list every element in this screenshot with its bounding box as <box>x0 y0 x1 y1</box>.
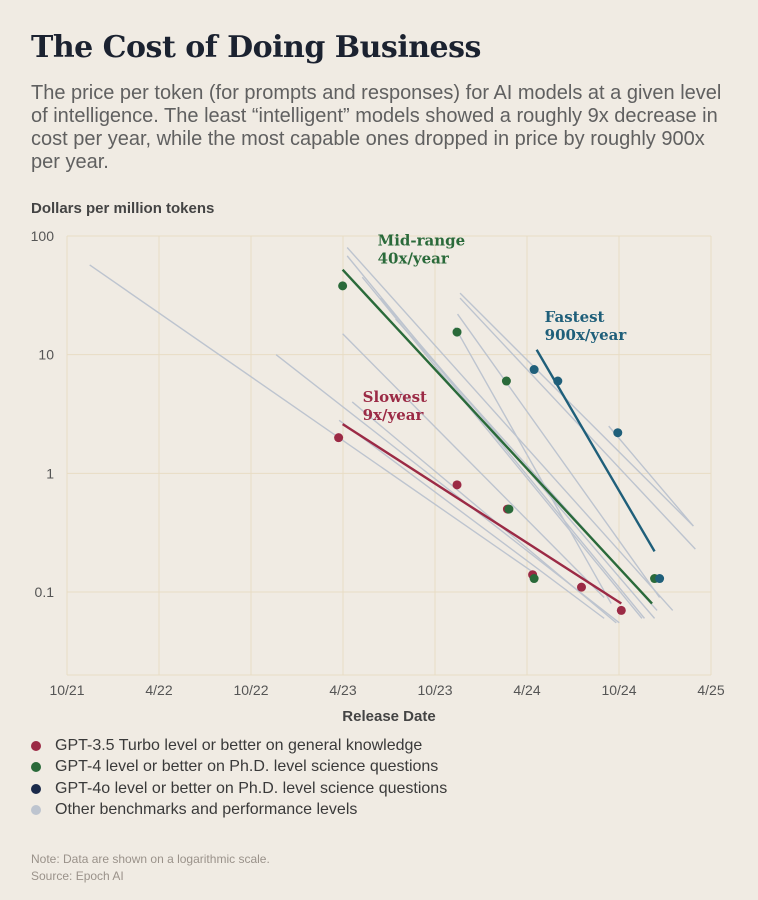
chart-plot: 10/21 4/22 10/22 4/23 10/23 4/24 10/24 4/25 100 1… <box>31 228 725 725</box>
other-trend-lines <box>89 247 696 624</box>
y-tick-label: 1 <box>46 465 54 481</box>
other-trend-line <box>459 297 696 550</box>
legend-dot-gpt4 <box>31 762 41 773</box>
axis-ticks: 10/21 4/22 10/22 4/23 10/23 4/24 10/24 4/25 100 1… <box>31 228 725 698</box>
legend-dot-other <box>31 805 41 816</box>
x-tick-label: 10/21 <box>49 682 84 698</box>
annotation-label-gpt35: Slowest <box>363 388 427 406</box>
chart-title: The Cost of Doing Business <box>31 30 481 65</box>
other-trend-line <box>342 333 605 598</box>
other-trend-line <box>456 313 661 598</box>
x-tick-label: 4/23 <box>329 682 356 698</box>
data-point-gpt4o <box>613 428 623 438</box>
trend-line-gpt4 <box>341 268 653 605</box>
x-tick-label: 10/22 <box>233 682 268 698</box>
data-point-gpt4 <box>504 504 514 514</box>
data-point-gpt4 <box>338 281 348 291</box>
chart-grid <box>66 235 712 676</box>
data-point-gpt4o <box>553 376 563 386</box>
other-trend-line <box>459 292 694 527</box>
annotation-rate-gpt4o: 900x/year <box>545 326 628 344</box>
legend-item-gpt4: GPT-4 level or better on Ph.D. level sci… <box>31 757 447 779</box>
legend-label-gpt4o: GPT-4o level or better on Ph.D. level sc… <box>55 779 448 797</box>
legend-item-other: Other benchmarks and performance levels <box>31 800 447 822</box>
x-tick-label: 4/22 <box>145 682 172 698</box>
footnote-source: Source: Epoch AI <box>31 869 124 883</box>
x-tick-label: 10/24 <box>601 682 636 698</box>
data-point-gpt4 <box>452 327 462 337</box>
data-point-gpt35 <box>576 582 586 592</box>
footnote-scale: Note: Data are shown on a logarithmic sc… <box>31 852 270 866</box>
other-trend-line <box>608 425 694 527</box>
footnote: Note: Data are shown on a logarithmic sc… <box>31 851 270 885</box>
data-point-gpt4 <box>529 574 539 584</box>
y-tick-label: 10 <box>38 347 54 363</box>
data-point-gpt35 <box>616 605 626 615</box>
legend-label-other: Other benchmarks and performance levels <box>55 801 358 819</box>
legend-item-gpt35: GPT-3.5 Turbo level or better on general… <box>31 735 447 757</box>
trend-line-gpt35 <box>341 423 622 605</box>
annotation-rate-gpt4: 40x/year <box>378 250 450 268</box>
data-point-gpt4o <box>655 574 665 584</box>
y-axis-label: Dollars per million tokens <box>31 200 215 217</box>
other-trend-line <box>338 419 605 619</box>
y-tick-label: 0.1 <box>35 584 55 600</box>
series-points <box>334 281 665 615</box>
other-trend-line <box>89 264 538 576</box>
other-trend-line <box>351 401 617 624</box>
x-tick-label: 4/24 <box>513 682 540 698</box>
annotation-label-gpt4o: Fastest <box>545 308 605 326</box>
annotation-rate-gpt35: 9x/year <box>363 406 425 424</box>
legend-item-gpt4o: GPT-4o level or better on Ph.D. level sc… <box>31 778 447 800</box>
x-axis-label: Release Date <box>342 708 435 725</box>
chart-legend: GPT-3.5 Turbo level or better on general… <box>31 735 447 821</box>
data-point-gpt4 <box>501 376 511 386</box>
chart-subtitle: The price per token (for prompts and res… <box>31 82 722 173</box>
other-trend-line <box>454 326 612 604</box>
legend-label-gpt4: GPT-4 level or better on Ph.D. level sci… <box>55 758 439 776</box>
y-tick-label: 100 <box>31 228 55 244</box>
series-trend-lines <box>341 268 656 605</box>
other-trend-line <box>346 247 674 611</box>
x-tick-label: 4/25 <box>697 682 724 698</box>
legend-label-gpt35: GPT-3.5 Turbo level or better on general… <box>55 736 423 754</box>
annotation-label-gpt4: Mid-range <box>378 232 466 250</box>
legend-dot-gpt35 <box>31 740 41 751</box>
data-point-gpt35 <box>452 480 462 490</box>
data-point-gpt35 <box>334 433 344 443</box>
data-point-gpt4o <box>529 365 539 375</box>
legend-dot-gpt4o <box>31 783 41 794</box>
x-tick-label: 10/23 <box>417 682 452 698</box>
